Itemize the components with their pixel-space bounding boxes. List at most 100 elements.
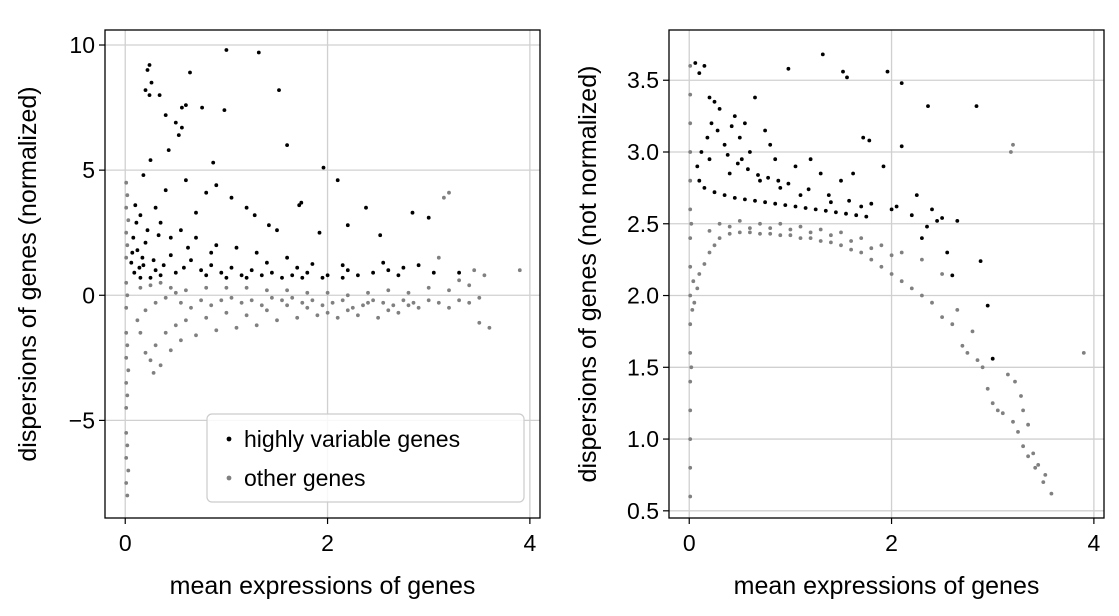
data-point (889, 272, 894, 276)
data-point (277, 88, 281, 92)
data-point (926, 104, 930, 108)
data-point (124, 230, 129, 235)
data-point (143, 240, 148, 245)
data-point (829, 200, 833, 205)
data-point (141, 173, 146, 178)
data-point (124, 255, 129, 260)
x-tick-label: 0 (683, 530, 696, 556)
data-point (688, 236, 693, 241)
data-point (259, 303, 264, 308)
data-point (305, 270, 310, 275)
data-point (702, 64, 707, 68)
data-point (234, 325, 239, 330)
data-point (141, 263, 146, 268)
data-point (1036, 463, 1041, 467)
data-point (149, 80, 154, 85)
data-point (252, 213, 257, 218)
data-point (153, 343, 158, 348)
data-point (356, 273, 360, 278)
data-point (798, 236, 803, 241)
data-point (717, 221, 722, 226)
data-point (143, 308, 148, 313)
data-point (881, 164, 886, 169)
data-point (124, 330, 129, 335)
data-point (125, 493, 130, 498)
data-point (265, 260, 269, 265)
legend-box (206, 413, 525, 503)
data-point (321, 165, 326, 170)
data-point (920, 293, 924, 298)
data-point (758, 231, 762, 236)
data-point (697, 178, 702, 183)
data-point (320, 275, 325, 280)
data-point (748, 150, 752, 154)
data-point (722, 142, 727, 147)
data-point (436, 300, 441, 305)
data-point (965, 351, 970, 355)
data-point (960, 343, 965, 348)
data-point (808, 157, 813, 162)
data-point (702, 262, 707, 266)
data-point (125, 293, 130, 298)
data-point (885, 69, 890, 74)
data-point (768, 231, 773, 236)
data-point (267, 223, 271, 228)
data-point (340, 263, 345, 268)
data-point (847, 198, 851, 203)
data-point (829, 240, 833, 245)
data-point (482, 273, 487, 278)
y-tick-label: 0 (82, 282, 95, 308)
data-point (229, 295, 234, 300)
data-point (161, 263, 166, 268)
left-panel-normalized: 0 2 4 −5 0 5 10 mean expressions of genes disper… (14, 29, 541, 600)
data-point (364, 205, 368, 210)
data-point (869, 246, 874, 251)
data-point (265, 288, 269, 293)
data-point (920, 257, 924, 262)
data-point (130, 250, 135, 255)
data-point (396, 273, 401, 278)
data-point (899, 144, 904, 149)
data-point (920, 236, 924, 241)
data-point (147, 93, 152, 97)
data-point (153, 205, 158, 210)
data-point (132, 270, 137, 275)
data-point (143, 350, 148, 355)
data-point (472, 268, 477, 273)
data-point (229, 265, 234, 270)
data-point (1013, 379, 1017, 384)
data-point (229, 195, 234, 200)
legend: highly variable genes other genes (206, 413, 525, 503)
data-point (158, 280, 163, 285)
data-point (126, 468, 131, 473)
data-point (717, 107, 722, 111)
data-point (1031, 451, 1036, 456)
data-point (839, 178, 843, 183)
data-point (280, 275, 284, 280)
data-point (209, 263, 214, 268)
data-point (869, 201, 874, 206)
data-point (158, 363, 163, 368)
data-point (138, 275, 143, 280)
data-point (158, 220, 163, 225)
data-point (173, 290, 178, 295)
data-point (153, 300, 158, 305)
data-point (940, 272, 944, 276)
data-point (335, 315, 340, 320)
data-point (725, 153, 730, 157)
data-point (688, 293, 693, 298)
data-point (691, 279, 696, 284)
data-point (978, 259, 983, 263)
data-point (517, 268, 522, 273)
data-point (426, 298, 431, 303)
data-point (179, 338, 183, 343)
data-point (851, 171, 855, 176)
data-point (859, 250, 864, 255)
data-point (406, 303, 411, 308)
data-point (259, 273, 264, 278)
data-point (163, 113, 168, 117)
data-point (138, 330, 143, 335)
data-point (129, 260, 134, 265)
data-point (163, 188, 168, 193)
